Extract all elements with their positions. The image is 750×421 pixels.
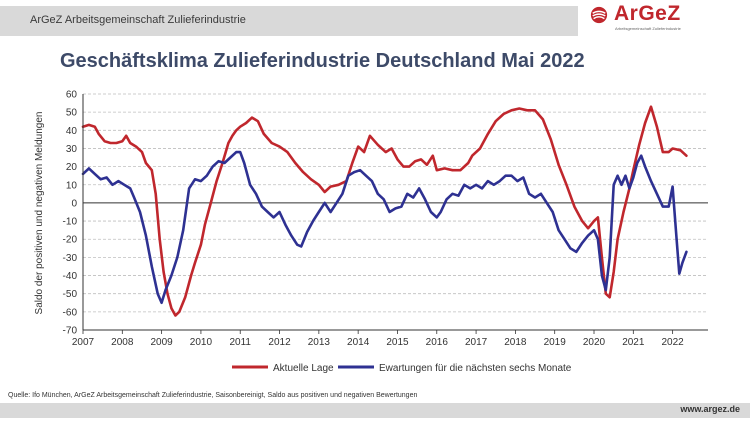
y-tick-label: -40 — [63, 271, 78, 282]
x-tick-label: 2015 — [386, 337, 409, 348]
x-tick-label: 2010 — [190, 337, 213, 348]
chart-title: Geschäftsklima Zulieferindustrie Deutsch… — [60, 50, 585, 72]
y-tick-label: 40 — [66, 126, 78, 137]
x-tick-label: 2014 — [347, 337, 370, 348]
chart-axes — [82, 94, 708, 334]
x-tick-label: 2018 — [504, 337, 527, 348]
y-tick-label: -30 — [63, 253, 78, 264]
y-tick-label: 50 — [66, 108, 78, 119]
y-tick-label: -60 — [63, 307, 78, 318]
org-name: ArGeZ Arbeitsgemeinschaft Zulieferindust… — [30, 14, 246, 26]
x-tick-label: 2007 — [72, 337, 95, 348]
website-link[interactable]: www.argez.de — [680, 404, 740, 414]
x-tick-label: 2020 — [583, 337, 606, 348]
y-tick-labels: 60 50 40 30 20 10 0 -10 -20 -30 -40 -50 -60 -70 — [63, 90, 78, 337]
footer-bar: www.argez.de — [0, 403, 750, 418]
y-tick-label: 60 — [66, 90, 78, 101]
x-tick-label: 2022 — [661, 337, 684, 348]
y-tick-label: 10 — [66, 180, 78, 191]
y-tick-label: 0 — [71, 198, 77, 209]
x-tick-labels: 2007 2008 2009 2010 2011 2012 2013 2014 2015 2016… — [72, 337, 684, 348]
series-line-erwartungen — [81, 150, 688, 305]
y-tick-label: -70 — [63, 326, 78, 337]
x-tick-label: 2008 — [111, 337, 134, 348]
x-tick-label: 2016 — [426, 337, 449, 348]
y-axis-label: Saldo der positiven und negativen Meldun… — [34, 112, 45, 315]
x-tick-label: 2012 — [268, 337, 291, 348]
chart-legend: Aktuelle Lage Ewartungen für die nächste… — [232, 363, 572, 374]
y-tick-label: 30 — [66, 144, 78, 155]
x-tick-label: 2013 — [308, 337, 331, 348]
grid-lines — [83, 93, 708, 331]
x-tick-label: 2011 — [229, 337, 251, 348]
argez-logo: ArGeZ Arbeitsgemeinschaft Zulieferindust… — [578, 0, 750, 36]
y-tick-label: 20 — [66, 162, 78, 173]
legend-label-erwartungen: Ewartungen für die nächsten sechs Monate — [379, 363, 572, 374]
y-tick-label: -10 — [63, 217, 78, 228]
logo-tagline: Arbeitsgemeinschaft Zulieferindustrie — [615, 26, 681, 31]
x-tick-label: 2009 — [150, 337, 173, 348]
y-tick-label: -50 — [63, 289, 78, 300]
source-note: Quelle: Ifo München, ArGeZ Arbeitsgemein… — [8, 392, 418, 399]
x-tick-label: 2019 — [544, 337, 567, 348]
legend-label-lage: Aktuelle Lage — [273, 363, 334, 374]
x-tick-label: 2017 — [465, 337, 488, 348]
x-tick-label: 2021 — [622, 337, 645, 348]
logo-text: ArGeZ — [614, 2, 681, 25]
y-tick-label: -20 — [63, 235, 78, 246]
chart-series — [81, 105, 688, 317]
series-line-aktuelle-lage — [81, 105, 688, 317]
logo-mark-icon — [590, 6, 608, 24]
